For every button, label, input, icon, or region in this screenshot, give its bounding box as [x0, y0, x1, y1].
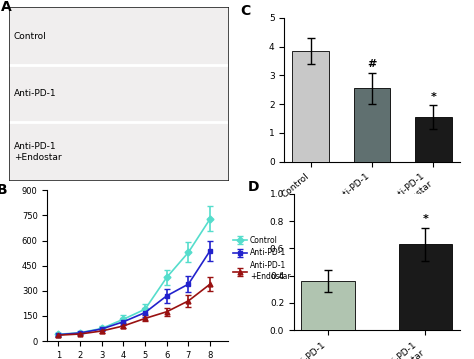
Bar [399, 244, 452, 330]
Text: Control: Control [14, 32, 46, 41]
Bar [354, 88, 391, 162]
Text: *: * [422, 214, 428, 224]
Legend: Control, Anti-PD-1, Anti-PD-1
+Endostar: Control, Anti-PD-1, Anti-PD-1 +Endostar [233, 236, 291, 281]
Text: *: * [430, 92, 437, 102]
Bar [415, 117, 452, 162]
Text: D: D [247, 180, 259, 194]
Text: #: # [367, 59, 377, 69]
Bar [301, 281, 355, 330]
Text: C: C [240, 4, 251, 18]
Text: Anti-PD-1: Anti-PD-1 [14, 89, 56, 98]
Text: B: B [0, 183, 8, 197]
Text: Anti-PD-1
+Endostar: Anti-PD-1 +Endostar [14, 142, 62, 162]
Text: A: A [1, 0, 11, 14]
Bar [292, 51, 329, 162]
